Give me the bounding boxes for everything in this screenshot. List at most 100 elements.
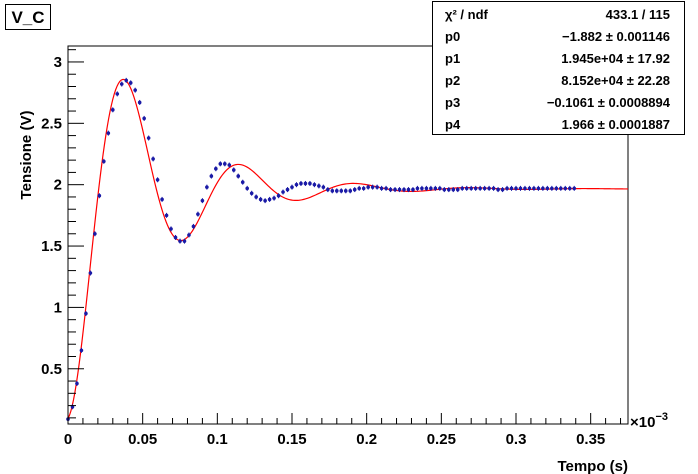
stats-header-row: χ² / ndf 433.1 / 115 bbox=[433, 4, 684, 25]
data-point bbox=[375, 185, 379, 189]
data-point bbox=[169, 227, 173, 231]
data-point bbox=[536, 186, 541, 191]
param-value: −0.1061 ± 0.0008894 bbox=[546, 95, 670, 110]
param-name: p4 bbox=[445, 117, 461, 132]
fit-statistics-box: χ² / ndf 433.1 / 115 p0 −1.882 ± 0.00114… bbox=[432, 1, 685, 135]
chi2-ndf-label: χ² / ndf bbox=[445, 7, 488, 22]
data-point bbox=[196, 212, 200, 216]
data-point bbox=[258, 197, 263, 202]
data-point bbox=[223, 162, 227, 166]
data-point bbox=[106, 131, 111, 135]
data-point bbox=[397, 187, 402, 192]
data-point bbox=[361, 186, 366, 191]
data-point bbox=[205, 185, 209, 189]
y-tick-label: 2.5 bbox=[41, 115, 62, 132]
data-point bbox=[545, 186, 550, 191]
x-tick-label: 0.25 bbox=[427, 431, 456, 448]
data-point bbox=[442, 187, 447, 192]
data-point bbox=[518, 186, 523, 191]
param-value: −1.882 ± 0.001146 bbox=[562, 29, 670, 44]
data-point bbox=[119, 82, 124, 86]
stats-param-row: p3 −0.1061 ± 0.0008894 bbox=[433, 92, 684, 113]
data-point bbox=[541, 186, 545, 191]
data-point bbox=[509, 186, 514, 191]
data-point bbox=[496, 187, 500, 192]
data-point bbox=[532, 186, 536, 191]
data-point bbox=[299, 181, 303, 186]
data-point bbox=[111, 108, 115, 112]
data-point bbox=[115, 92, 120, 96]
x-multiplier: ×10−3 bbox=[630, 411, 668, 431]
x-tick-label: 0.2 bbox=[356, 431, 377, 448]
param-name: p0 bbox=[445, 29, 461, 44]
param-value: 1.945e+04 ± 17.92 bbox=[561, 51, 670, 66]
data-point bbox=[281, 190, 285, 194]
data-point bbox=[151, 157, 155, 161]
data-point bbox=[451, 187, 456, 192]
data-point bbox=[173, 235, 178, 240]
data-point bbox=[240, 180, 245, 185]
data-point bbox=[455, 187, 460, 192]
data-point bbox=[384, 186, 388, 191]
data-point bbox=[231, 168, 236, 172]
data-point bbox=[142, 116, 146, 121]
data-point bbox=[326, 187, 330, 192]
data-point bbox=[290, 185, 294, 189]
param-name: p1 bbox=[445, 51, 461, 66]
data-point bbox=[482, 186, 487, 191]
data-point bbox=[388, 187, 393, 192]
data-point bbox=[285, 187, 290, 192]
data-point bbox=[263, 198, 267, 203]
x-tick-label: 0.35 bbox=[576, 431, 605, 448]
x-tick-label: 0.1 bbox=[207, 431, 228, 448]
data-point bbox=[527, 186, 532, 191]
param-name: p3 bbox=[445, 95, 461, 110]
data-point bbox=[563, 186, 568, 191]
data-point bbox=[227, 163, 232, 167]
data-point bbox=[294, 182, 299, 187]
data-point bbox=[335, 189, 339, 193]
data-point bbox=[97, 193, 102, 198]
data-point bbox=[473, 186, 478, 191]
data-point bbox=[249, 191, 254, 196]
data-point bbox=[88, 271, 93, 275]
data-point bbox=[312, 182, 317, 187]
param-value: 1.966 ± 0.0001887 bbox=[561, 117, 670, 132]
data-point bbox=[146, 136, 151, 140]
data-point bbox=[272, 196, 276, 200]
data-point bbox=[317, 184, 321, 188]
data-point bbox=[214, 166, 218, 171]
y-axis-label: Tensione (V) bbox=[18, 111, 35, 200]
data-point bbox=[200, 198, 205, 203]
data-point bbox=[559, 186, 563, 191]
data-point bbox=[254, 195, 258, 199]
data-point bbox=[209, 174, 214, 178]
data-point bbox=[357, 186, 362, 191]
param-name: p2 bbox=[445, 73, 461, 88]
data-point bbox=[433, 186, 438, 191]
stats-param-row: p0 −1.882 ± 0.001146 bbox=[433, 26, 684, 47]
data-point bbox=[267, 197, 272, 202]
data-point bbox=[160, 197, 164, 202]
data-point bbox=[93, 231, 97, 236]
x-axis-label: Tempo (s) bbox=[557, 458, 628, 474]
data-point bbox=[370, 185, 375, 189]
data-point bbox=[339, 189, 344, 193]
data-point bbox=[523, 186, 527, 191]
stats-param-row: p2 8.152e+04 ± 22.28 bbox=[433, 70, 684, 91]
data-point bbox=[164, 213, 169, 218]
plot-frame bbox=[67, 45, 629, 425]
x-tick-label: 0 bbox=[64, 431, 72, 448]
data-point bbox=[415, 186, 420, 191]
y-tick-label: 1 bbox=[54, 299, 62, 316]
data-point bbox=[352, 187, 357, 192]
data-point bbox=[379, 186, 384, 191]
data-point bbox=[218, 162, 223, 166]
data-point bbox=[276, 193, 281, 198]
data-point bbox=[402, 187, 406, 192]
data-point bbox=[478, 186, 482, 191]
y-tick-label: 0.5 bbox=[41, 361, 62, 378]
x-tick-label: 0.15 bbox=[277, 431, 306, 448]
data-point bbox=[460, 186, 465, 191]
